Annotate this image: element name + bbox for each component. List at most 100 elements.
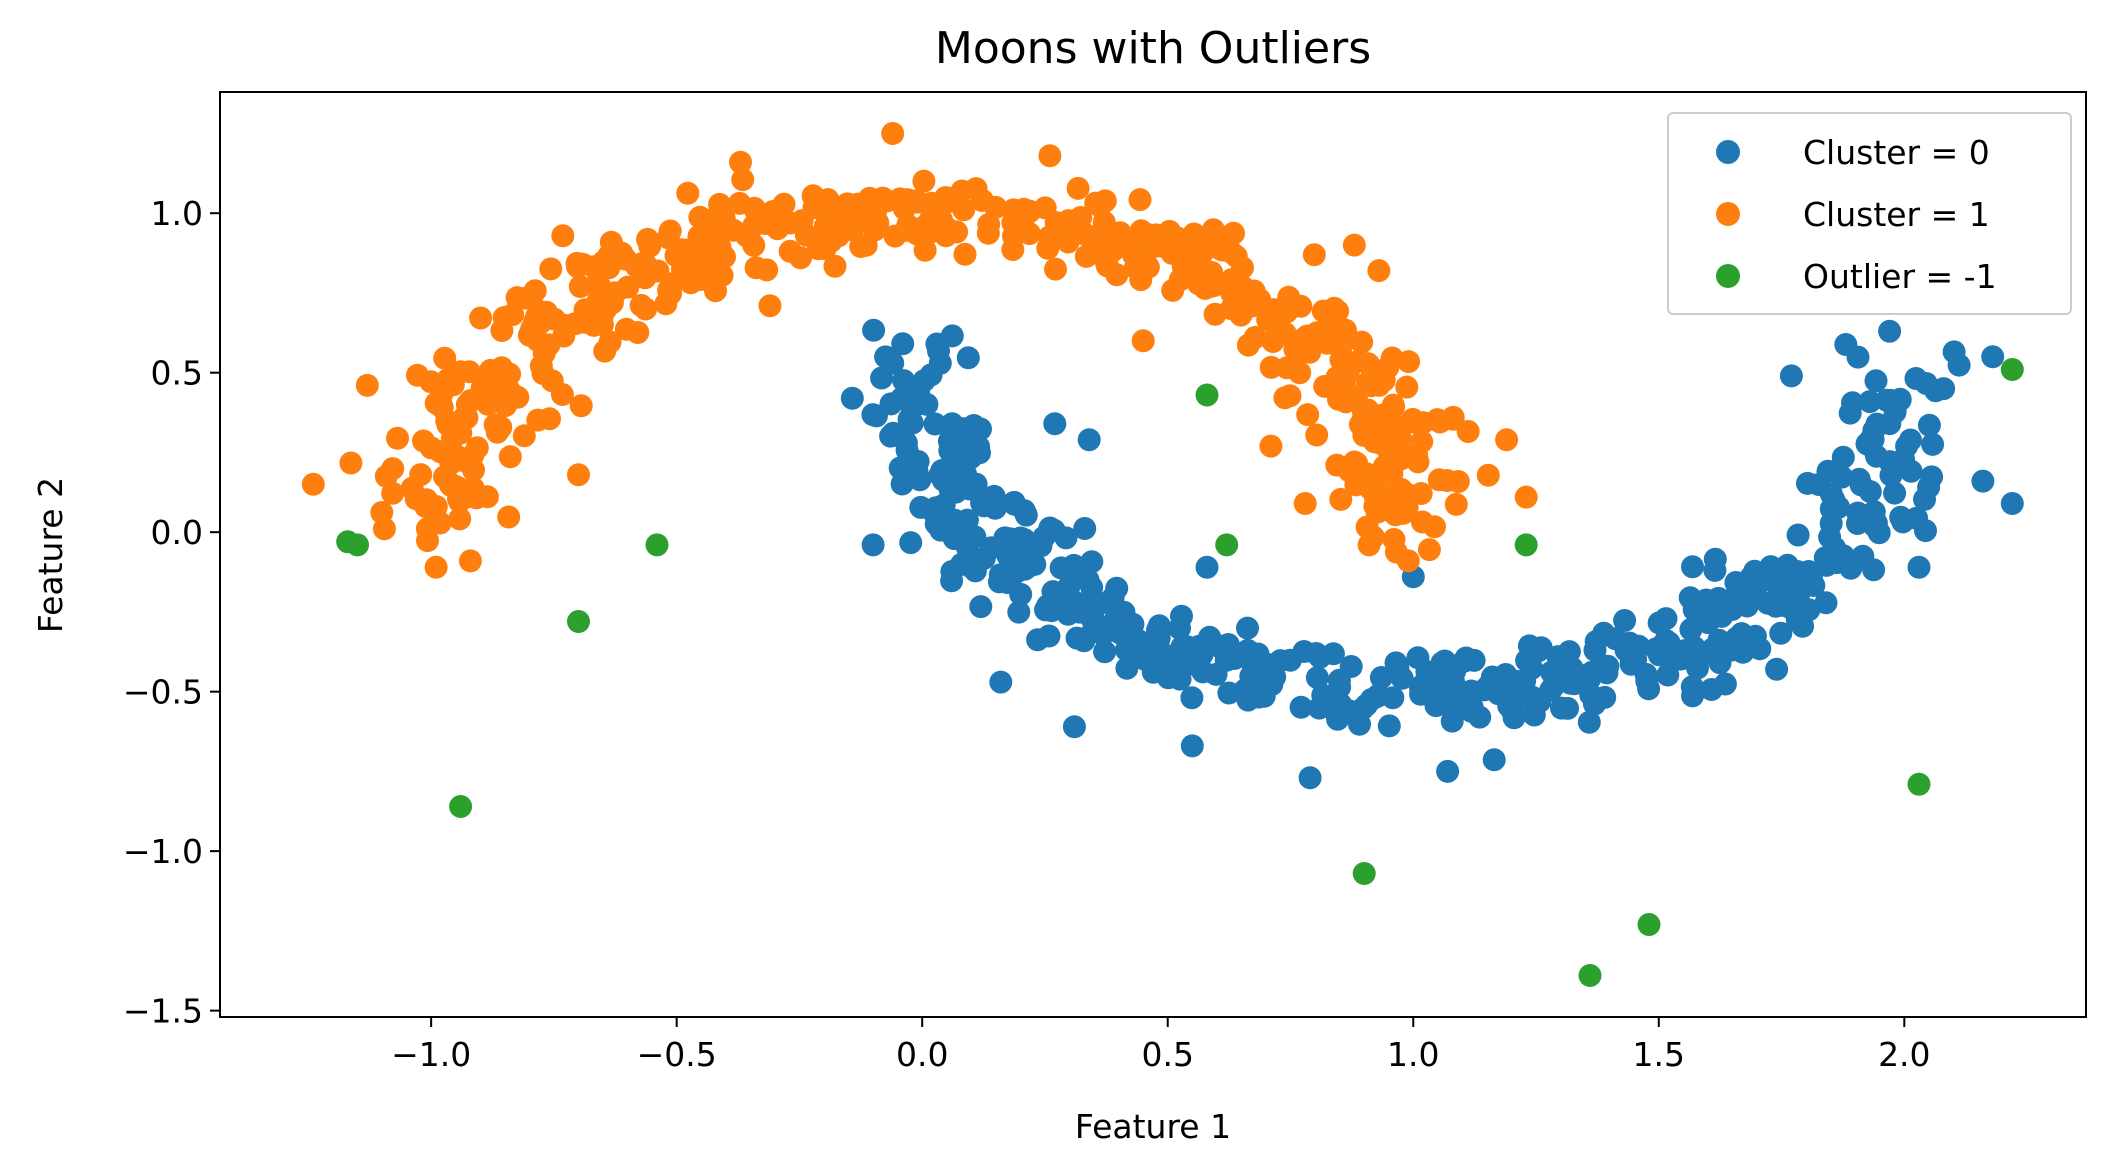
- scatter-point: [485, 420, 509, 444]
- scatter-point: [1268, 649, 1292, 673]
- scatter-point: [1724, 571, 1748, 594]
- scatter-point: [1497, 694, 1521, 718]
- scatter-point: [728, 191, 752, 215]
- scatter-point: [1619, 652, 1643, 676]
- scatter-point: [772, 192, 796, 216]
- scatter-point: [1357, 533, 1381, 557]
- scatter-point: [540, 369, 564, 393]
- chart-title: Moons with Outliers: [935, 23, 1371, 74]
- scatter-point: [1359, 688, 1383, 711]
- scatter-point: [1907, 555, 1931, 579]
- scatter-point: [1613, 609, 1637, 632]
- scatter-point: [614, 317, 638, 341]
- scatter-point: [1796, 471, 1819, 495]
- scatter-point: [1578, 964, 1602, 987]
- scatter-point: [1459, 684, 1483, 708]
- scatter-point: [1007, 600, 1031, 624]
- scatter-point: [813, 214, 837, 238]
- scatter-point: [1446, 470, 1470, 493]
- scatter-point: [1296, 403, 1320, 427]
- scatter-point: [823, 254, 847, 278]
- scatter-point: [1289, 695, 1313, 719]
- scatter-point: [1971, 469, 1995, 493]
- scatter-point: [905, 460, 929, 484]
- scatter-point: [1527, 639, 1550, 663]
- scatter-point: [1355, 515, 1379, 539]
- scatter-point: [1243, 325, 1267, 349]
- scatter-point: [688, 205, 712, 229]
- scatter-point: [658, 219, 682, 243]
- scatter-point: [704, 205, 728, 229]
- scatter-point: [1433, 649, 1457, 673]
- scatter-point: [912, 169, 936, 193]
- scatter-point: [1222, 221, 1245, 245]
- legend-label: Outlier = -1: [1803, 257, 1997, 296]
- scatter-point: [1947, 353, 1971, 377]
- scatter-point: [1462, 648, 1486, 672]
- scatter-point: [1654, 607, 1678, 631]
- scatter-point: [1708, 651, 1732, 675]
- scatter-point: [1917, 413, 1941, 437]
- scatter-point: [1141, 235, 1165, 259]
- x-tick-label: 0.5: [1141, 1035, 1193, 1074]
- scatter-point: [899, 531, 923, 555]
- scatter-point: [1350, 330, 1374, 354]
- scatter-point: [433, 346, 457, 370]
- scatter-point: [512, 424, 536, 448]
- scatter-point: [1088, 194, 1112, 218]
- scatter-point: [538, 407, 561, 431]
- scatter-point: [498, 445, 522, 469]
- scatter-point: [1002, 198, 1025, 222]
- scatter-point: [1386, 656, 1410, 680]
- scatter-point: [1428, 410, 1452, 434]
- scatter-point: [645, 533, 669, 557]
- scatter-point: [956, 346, 980, 370]
- scatter-point: [1293, 492, 1317, 515]
- scatter-point: [458, 549, 482, 573]
- scatter-point: [1878, 412, 1902, 436]
- x-ticks: −1.0 −0.5 0.0 0.5 1.0 1.5 2.0: [391, 1017, 1931, 1074]
- scatter-point: [1495, 428, 1519, 452]
- scatter-point: [1395, 375, 1419, 399]
- scatter-point: [894, 431, 918, 455]
- scatter-point: [1899, 459, 1923, 483]
- scatter-point: [1679, 618, 1703, 641]
- scatter-point: [1369, 466, 1393, 490]
- y-tick-label: −1.5: [123, 992, 203, 1031]
- scatter-point: [881, 122, 905, 145]
- scatter-point: [1864, 369, 1888, 393]
- scatter-point: [1342, 233, 1366, 257]
- scatter-point: [1126, 628, 1150, 652]
- scatter-point: [527, 299, 551, 323]
- scatter-point: [742, 233, 766, 257]
- scatter-point: [1562, 672, 1586, 696]
- scatter-point: [913, 238, 937, 262]
- scatter-point: [1236, 616, 1259, 640]
- scatter-point: [1305, 666, 1329, 690]
- scatter-point: [1841, 391, 1864, 415]
- scatter-point: [1577, 710, 1601, 734]
- scatter-point: [381, 457, 405, 481]
- scatter-point: [1932, 377, 1956, 401]
- scatter-point: [1329, 487, 1353, 511]
- scatter-point: [1066, 176, 1090, 200]
- scatter-point: [1131, 329, 1155, 353]
- series-2-points: [336, 358, 2024, 987]
- scatter-point: [1170, 604, 1193, 628]
- scatter-point: [457, 360, 481, 384]
- x-tick-label: −1.0: [391, 1035, 471, 1074]
- scatter-point: [1797, 560, 1821, 583]
- scatter-point: [1858, 390, 1882, 414]
- scatter-point: [1032, 525, 1056, 549]
- scatter-point: [1481, 670, 1505, 694]
- scatter-point: [1168, 667, 1192, 691]
- scatter-point: [1357, 373, 1381, 397]
- scatter-point: [1514, 533, 1538, 557]
- scatter-point: [1700, 678, 1723, 701]
- scatter-point: [428, 440, 452, 464]
- scatter-point: [1179, 256, 1203, 280]
- scatter-point: [1182, 222, 1206, 246]
- scatter-point: [631, 251, 655, 275]
- scatter-point: [1382, 528, 1406, 551]
